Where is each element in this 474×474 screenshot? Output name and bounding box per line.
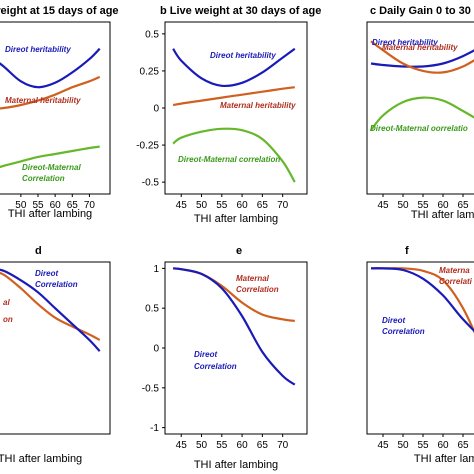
series-annotation: Direot heritability	[5, 45, 71, 54]
x-tick-label: 50	[15, 200, 27, 211]
y-tick-label: -0.5	[142, 178, 160, 189]
plot-frame	[0, 261, 111, 435]
x-tick-label: 60	[237, 440, 249, 451]
x-tick-label: 55	[32, 200, 44, 211]
series-annotation: Correlation	[35, 280, 78, 289]
panel-title: d	[35, 245, 42, 257]
series-line-2	[172, 127, 296, 183]
panel-a: 50 55 60 65 70 Direot heritability Maternal he…	[0, 5, 119, 220]
y-tick-label: 0	[153, 344, 159, 355]
series-line-1	[172, 86, 295, 107]
panel-d: Direot Correlation al on d THI after lambing	[0, 245, 111, 465]
panel-e: 45 50 55 60 65 70 1 0.5 0 -0.5 -1 Maternal Correlati…	[142, 245, 308, 471]
x-tick-label: 65	[257, 440, 269, 451]
x-tick-label: 55	[216, 200, 228, 211]
x-tick-label: 45	[176, 200, 188, 211]
series-annotation: Materna	[439, 266, 470, 275]
series-line-1	[370, 40, 474, 74]
series-annotation: al	[3, 298, 10, 307]
series-line-0	[0, 271, 101, 341]
x-axis-title: THI after lambin	[411, 209, 474, 221]
x-tick-label: 55	[417, 200, 429, 211]
x-tick-label: 50	[196, 200, 208, 211]
y-tick-label: 0.25	[140, 66, 160, 77]
series-annotation: Maternal heritability	[382, 43, 458, 52]
x-tick-label: 70	[277, 200, 289, 211]
series-line-2	[0, 145, 100, 169]
x-axis-title: THI after lambing	[194, 459, 278, 471]
series-annotation: Maternal heritability	[220, 101, 296, 110]
x-tick-label: 50	[196, 440, 208, 451]
panel-title: b Live weight at 30 days of age	[160, 5, 321, 17]
y-tick-label: 0.5	[145, 29, 159, 40]
series-annotation: Correlation	[236, 285, 279, 294]
x-tick-label: 70	[84, 200, 96, 211]
x-tick-label: 65	[457, 440, 469, 451]
x-axis-title: THI after lambing	[194, 213, 278, 225]
x-axis-title: THI after lambing	[0, 453, 82, 465]
y-tick-label: -0.5	[142, 383, 160, 394]
panel-c: 455055606570Direot heritabilityMaternal …	[366, 5, 474, 221]
panel-title: c Daily Gain 0 to 30 d	[370, 5, 474, 17]
x-tick-label: 50	[397, 440, 409, 451]
x-tick-label: 60	[437, 200, 449, 211]
y-tick-label: 0.5	[145, 304, 159, 315]
series-annotation: Direot-Maternal	[22, 163, 81, 172]
series-annotation: Direot	[35, 269, 58, 278]
x-tick-label: 45	[377, 200, 389, 211]
plot-frame	[0, 21, 111, 195]
series-annotation: Direot heritability	[372, 38, 438, 47]
series-annotation: Direot-Maternal oorrelatio	[370, 124, 468, 133]
series-line-0	[172, 47, 296, 88]
x-tick-label: 55	[216, 440, 228, 451]
panel-title: weight at 15 days of age	[0, 5, 119, 17]
y-tick-label: 1	[153, 264, 159, 275]
x-tick-label: 65	[257, 200, 269, 211]
x-tick-label: 45	[176, 440, 188, 451]
series-line-2	[370, 96, 474, 131]
series-annotation: Direot	[382, 316, 405, 325]
x-tick-label: 50	[397, 200, 409, 211]
series-line-1	[173, 267, 296, 386]
panel-title: f	[405, 245, 409, 257]
x-tick-label: 65	[67, 200, 79, 211]
series-annotation: Direot heritability	[210, 51, 276, 60]
series-line-0	[370, 49, 474, 68]
x-tick-label: 55	[417, 440, 429, 451]
series-line-1	[0, 268, 101, 352]
x-axis-title: THI after lambi	[414, 453, 474, 465]
series-line-1	[370, 267, 474, 333]
x-tick-label: 45	[377, 440, 389, 451]
x-tick-label: 60	[237, 200, 249, 211]
series-annotation: Direot-Maternal correlation	[178, 155, 280, 164]
panel-title: e	[236, 245, 242, 257]
plot-frame	[366, 261, 474, 435]
plot-frame	[366, 21, 474, 195]
x-tick-label: 60	[50, 200, 62, 211]
y-tick-label: 0	[153, 104, 159, 115]
series-annotation: Maternal	[236, 274, 270, 283]
series-line-0	[0, 47, 101, 89]
series-annotation: Correlation	[194, 362, 237, 371]
panel-b: 45 50 55 60 65 70 0.5 0.25 0 -0.25 -0.5 Direot heri…	[136, 5, 321, 225]
y-tick-label: -0.25	[136, 141, 159, 152]
series-annotation: Correlation	[382, 327, 425, 336]
series-annotation: Direot	[194, 350, 217, 359]
series-line-1	[0, 75, 101, 110]
x-tick-label: 70	[277, 440, 289, 451]
series-line-0	[173, 267, 295, 322]
panel-f: 455055606570MaternaCorrelatiDireotCorrel…	[366, 245, 474, 465]
series-annotation: Correlati	[439, 277, 473, 286]
y-tick-label: -1	[150, 423, 159, 434]
series-annotation: on	[3, 315, 13, 324]
series-annotation: Correlation	[22, 174, 65, 183]
series-annotation: Maternal heritability	[5, 96, 81, 105]
x-tick-label: 60	[437, 440, 449, 451]
x-axis-title: THI after lambing	[8, 208, 92, 220]
x-tick-label: 65	[457, 200, 469, 211]
